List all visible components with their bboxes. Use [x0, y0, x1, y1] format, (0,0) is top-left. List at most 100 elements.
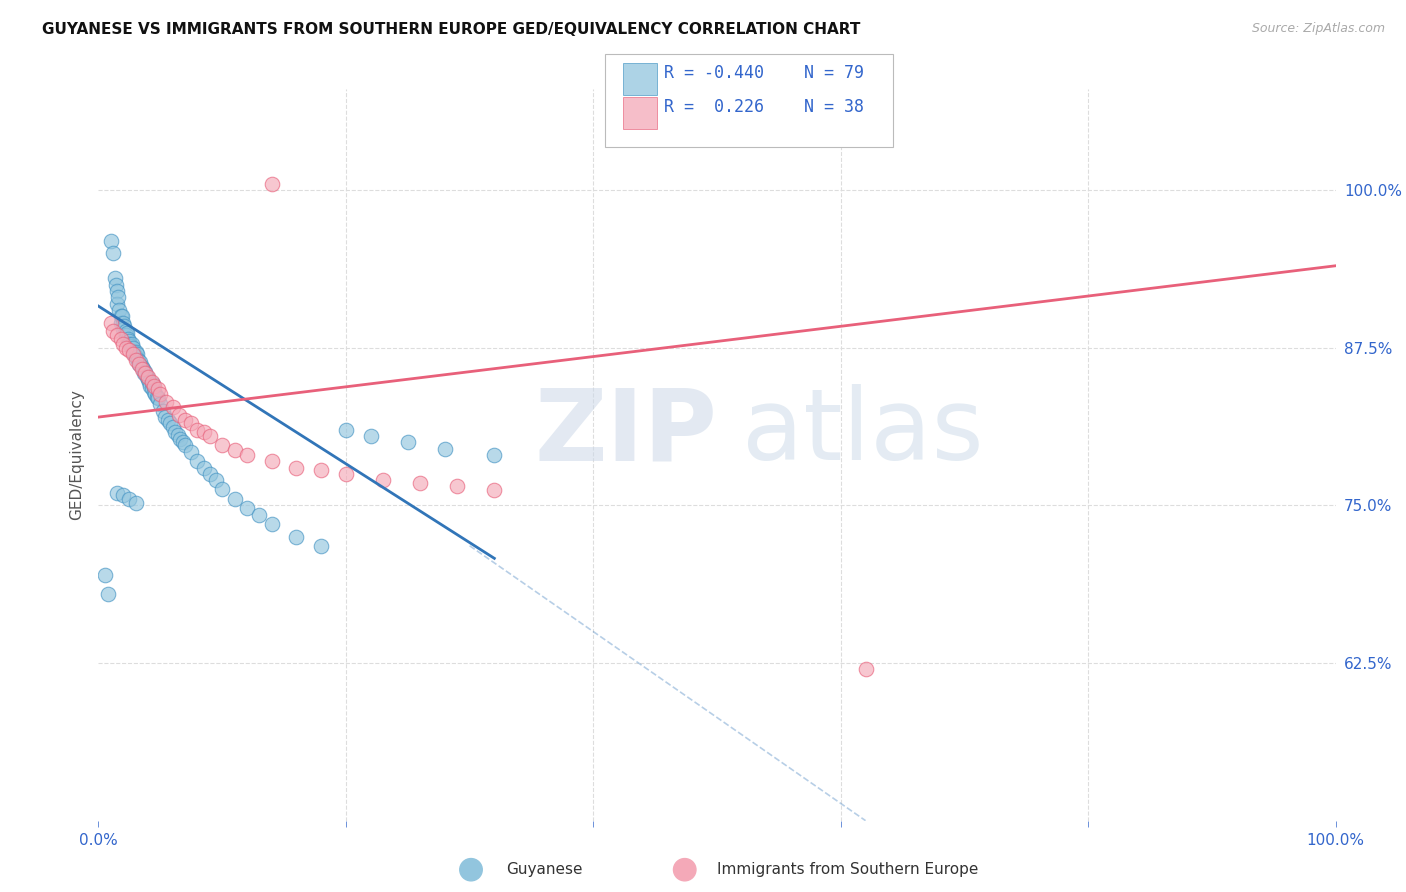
Text: R = -0.440    N = 79: R = -0.440 N = 79 — [664, 64, 863, 82]
Point — [198, 467, 221, 481]
Point — [162, 420, 184, 434]
Point — [139, 378, 162, 392]
Point — [224, 491, 246, 506]
Point — [117, 332, 139, 346]
Point — [166, 427, 188, 442]
Point — [105, 284, 128, 298]
Point — [193, 460, 215, 475]
Point — [110, 332, 132, 346]
Point — [167, 408, 190, 422]
Point — [285, 530, 308, 544]
Point — [146, 382, 169, 396]
Point — [127, 353, 149, 368]
Point — [174, 412, 197, 426]
Point — [108, 302, 131, 317]
Point — [309, 539, 332, 553]
Point — [121, 337, 143, 351]
Point — [172, 435, 194, 450]
Point — [129, 354, 152, 368]
Point — [409, 475, 432, 490]
Point — [105, 328, 128, 343]
Point — [118, 337, 141, 351]
Point — [396, 435, 419, 450]
Point — [131, 362, 153, 376]
Point — [134, 365, 156, 379]
Point — [285, 460, 308, 475]
Point — [484, 483, 506, 498]
Point — [122, 347, 145, 361]
Point — [112, 337, 135, 351]
Point — [309, 463, 332, 477]
Point — [125, 347, 148, 361]
Text: Guyanese: Guyanese — [506, 863, 582, 877]
Point — [146, 391, 169, 405]
Point — [360, 429, 382, 443]
Point — [236, 448, 259, 462]
Point — [103, 246, 125, 260]
Point — [162, 400, 184, 414]
Point — [186, 423, 208, 437]
Point — [114, 341, 136, 355]
Point — [143, 387, 166, 401]
Point — [141, 381, 163, 395]
Point — [155, 395, 177, 409]
Point — [260, 177, 283, 191]
Point — [124, 347, 146, 361]
Point — [128, 357, 150, 371]
Point — [120, 339, 142, 353]
Point — [135, 369, 157, 384]
Point — [118, 491, 141, 506]
Point — [186, 454, 208, 468]
Point — [180, 417, 202, 431]
Point — [149, 387, 172, 401]
Text: R =  0.226    N = 38: R = 0.226 N = 38 — [664, 98, 863, 116]
Point — [124, 496, 146, 510]
Point — [145, 390, 167, 404]
Point — [124, 353, 146, 368]
Point — [335, 467, 357, 481]
Point — [143, 384, 166, 399]
Point — [132, 362, 155, 376]
Point — [159, 417, 181, 431]
Point — [149, 397, 172, 411]
Point — [136, 369, 159, 384]
Point — [136, 372, 159, 386]
Point — [141, 375, 163, 389]
Point — [335, 423, 357, 437]
Text: ZIP: ZIP — [534, 384, 717, 482]
Point — [134, 366, 156, 380]
Point — [118, 334, 141, 349]
Point — [433, 442, 456, 456]
Point — [169, 432, 191, 446]
Text: Source: ZipAtlas.com: Source: ZipAtlas.com — [1251, 22, 1385, 36]
Point — [128, 357, 150, 371]
Text: Immigrants from Southern Europe: Immigrants from Southern Europe — [717, 863, 979, 877]
Point — [236, 500, 259, 515]
Point — [115, 326, 138, 340]
Point — [260, 517, 283, 532]
Point — [174, 438, 197, 452]
Point — [131, 359, 153, 374]
Point — [122, 341, 145, 355]
Point — [103, 271, 125, 285]
Y-axis label: GED/Equivalency: GED/Equivalency — [69, 390, 84, 520]
Point — [107, 290, 129, 304]
Point — [100, 234, 122, 248]
Point — [165, 425, 187, 440]
Point — [142, 377, 165, 392]
Point — [110, 309, 132, 323]
Point — [105, 296, 128, 310]
Point — [247, 508, 270, 523]
Point — [152, 404, 174, 418]
Point — [114, 328, 136, 343]
Point — [205, 473, 228, 487]
Point — [134, 366, 156, 380]
Point — [103, 324, 125, 338]
Point — [97, 587, 120, 601]
Point — [104, 277, 127, 292]
Point — [122, 344, 145, 359]
Point — [124, 344, 146, 359]
Point — [112, 316, 135, 330]
Point — [211, 438, 233, 452]
Point — [110, 316, 132, 330]
